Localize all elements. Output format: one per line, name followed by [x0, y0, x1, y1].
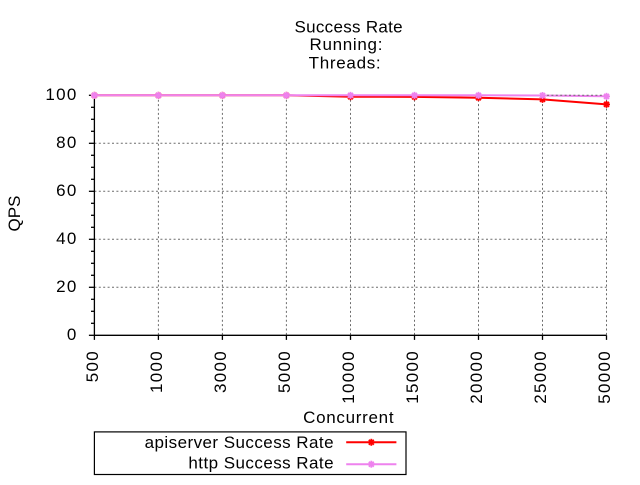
- svg-text:QPS: QPS: [5, 196, 24, 232]
- svg-text:60: 60: [56, 181, 78, 200]
- svg-text:10000: 10000: [339, 350, 358, 404]
- svg-text:5000: 5000: [275, 350, 294, 393]
- svg-text:100: 100: [45, 85, 77, 104]
- svg-text:80: 80: [56, 133, 78, 152]
- svg-text:40: 40: [56, 229, 78, 248]
- svg-text:20: 20: [56, 277, 78, 296]
- svg-text:50000: 50000: [595, 350, 614, 404]
- svg-text:15000: 15000: [403, 350, 422, 404]
- svg-text:Concurrent: Concurrent: [303, 408, 394, 427]
- svg-text:0: 0: [67, 325, 78, 344]
- svg-text:Running:: Running:: [309, 35, 383, 54]
- svg-text:3000: 3000: [211, 350, 230, 393]
- svg-text:500: 500: [83, 350, 102, 382]
- svg-text:20000: 20000: [467, 350, 486, 404]
- svg-text:http Success Rate: http Success Rate: [188, 453, 334, 472]
- svg-text:apiserver Success Rate: apiserver Success Rate: [145, 433, 334, 452]
- svg-text:Success Rate: Success Rate: [294, 18, 402, 37]
- svg-text:1000: 1000: [147, 350, 166, 393]
- svg-text:Threads:: Threads:: [309, 54, 382, 73]
- svg-text:25000: 25000: [531, 350, 550, 404]
